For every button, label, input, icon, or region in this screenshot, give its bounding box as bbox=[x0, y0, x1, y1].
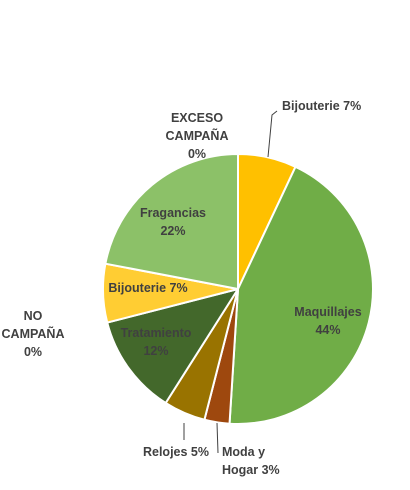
slice-label-line: Hogar 3% bbox=[222, 463, 280, 477]
leader-lines bbox=[183, 110, 278, 454]
slice-label-maquillajes-1: Maquillajes 44% bbox=[294, 305, 361, 337]
slice-label-line: 44% bbox=[315, 323, 340, 337]
slice-label-line: CAMPAÑA bbox=[2, 326, 65, 341]
slice-label-line: Maquillajes bbox=[294, 305, 361, 319]
slice-label-tratamiento-4: Tratamiento 12% bbox=[121, 326, 192, 358]
slice-label-no-campana-6: NO CAMPAÑA 0% bbox=[2, 309, 65, 359]
slice-label-line: 22% bbox=[160, 224, 185, 238]
pie-slice-maquillajes-1 bbox=[228, 165, 374, 425]
slice-label-line: Tratamiento bbox=[121, 326, 192, 340]
slice-label-exceso-campana-8: EXCESO CAMPAÑA 0% bbox=[166, 111, 229, 161]
slice-label-bijouterie-0: Bijouterie 7% bbox=[282, 99, 361, 113]
slice-label-bijouterie-5: Bijouterie 7% bbox=[108, 281, 187, 295]
slice-label-line: Bijouterie 7% bbox=[282, 99, 361, 113]
slice-label-line: NO bbox=[24, 309, 43, 323]
slice-label-fragancias-7: Fragancias 22% bbox=[140, 206, 206, 238]
pie-slices bbox=[101, 153, 374, 425]
slice-label-line: CAMPAÑA bbox=[166, 128, 229, 143]
pie-slice-fragancias-7 bbox=[104, 153, 239, 290]
slice-labels: Bijouterie 7% Maquillajes 44% Moda y Hogar 3… bbox=[2, 99, 362, 477]
slice-label-relojes-3: Relojes 5% bbox=[143, 445, 209, 459]
slice-label-line: 12% bbox=[143, 344, 168, 358]
slice-label-line: 0% bbox=[24, 345, 42, 359]
slice-label-line: Fragancias bbox=[140, 206, 206, 220]
leader-line-moda-y-hogar-2 bbox=[216, 422, 219, 454]
slice-label-moda-y-hogar-2: Moda y Hogar 3% bbox=[222, 445, 280, 477]
slice-label-line: 0% bbox=[188, 147, 206, 161]
slice-label-line: EXCESO bbox=[171, 111, 223, 125]
slice-label-line: Relojes 5% bbox=[143, 445, 209, 459]
leader-line-bijouterie-0 bbox=[267, 110, 278, 158]
slice-label-line: Bijouterie 7% bbox=[108, 281, 187, 295]
pie-slice-tratamiento-4 bbox=[106, 288, 239, 404]
slice-label-line: Moda y bbox=[222, 445, 265, 459]
